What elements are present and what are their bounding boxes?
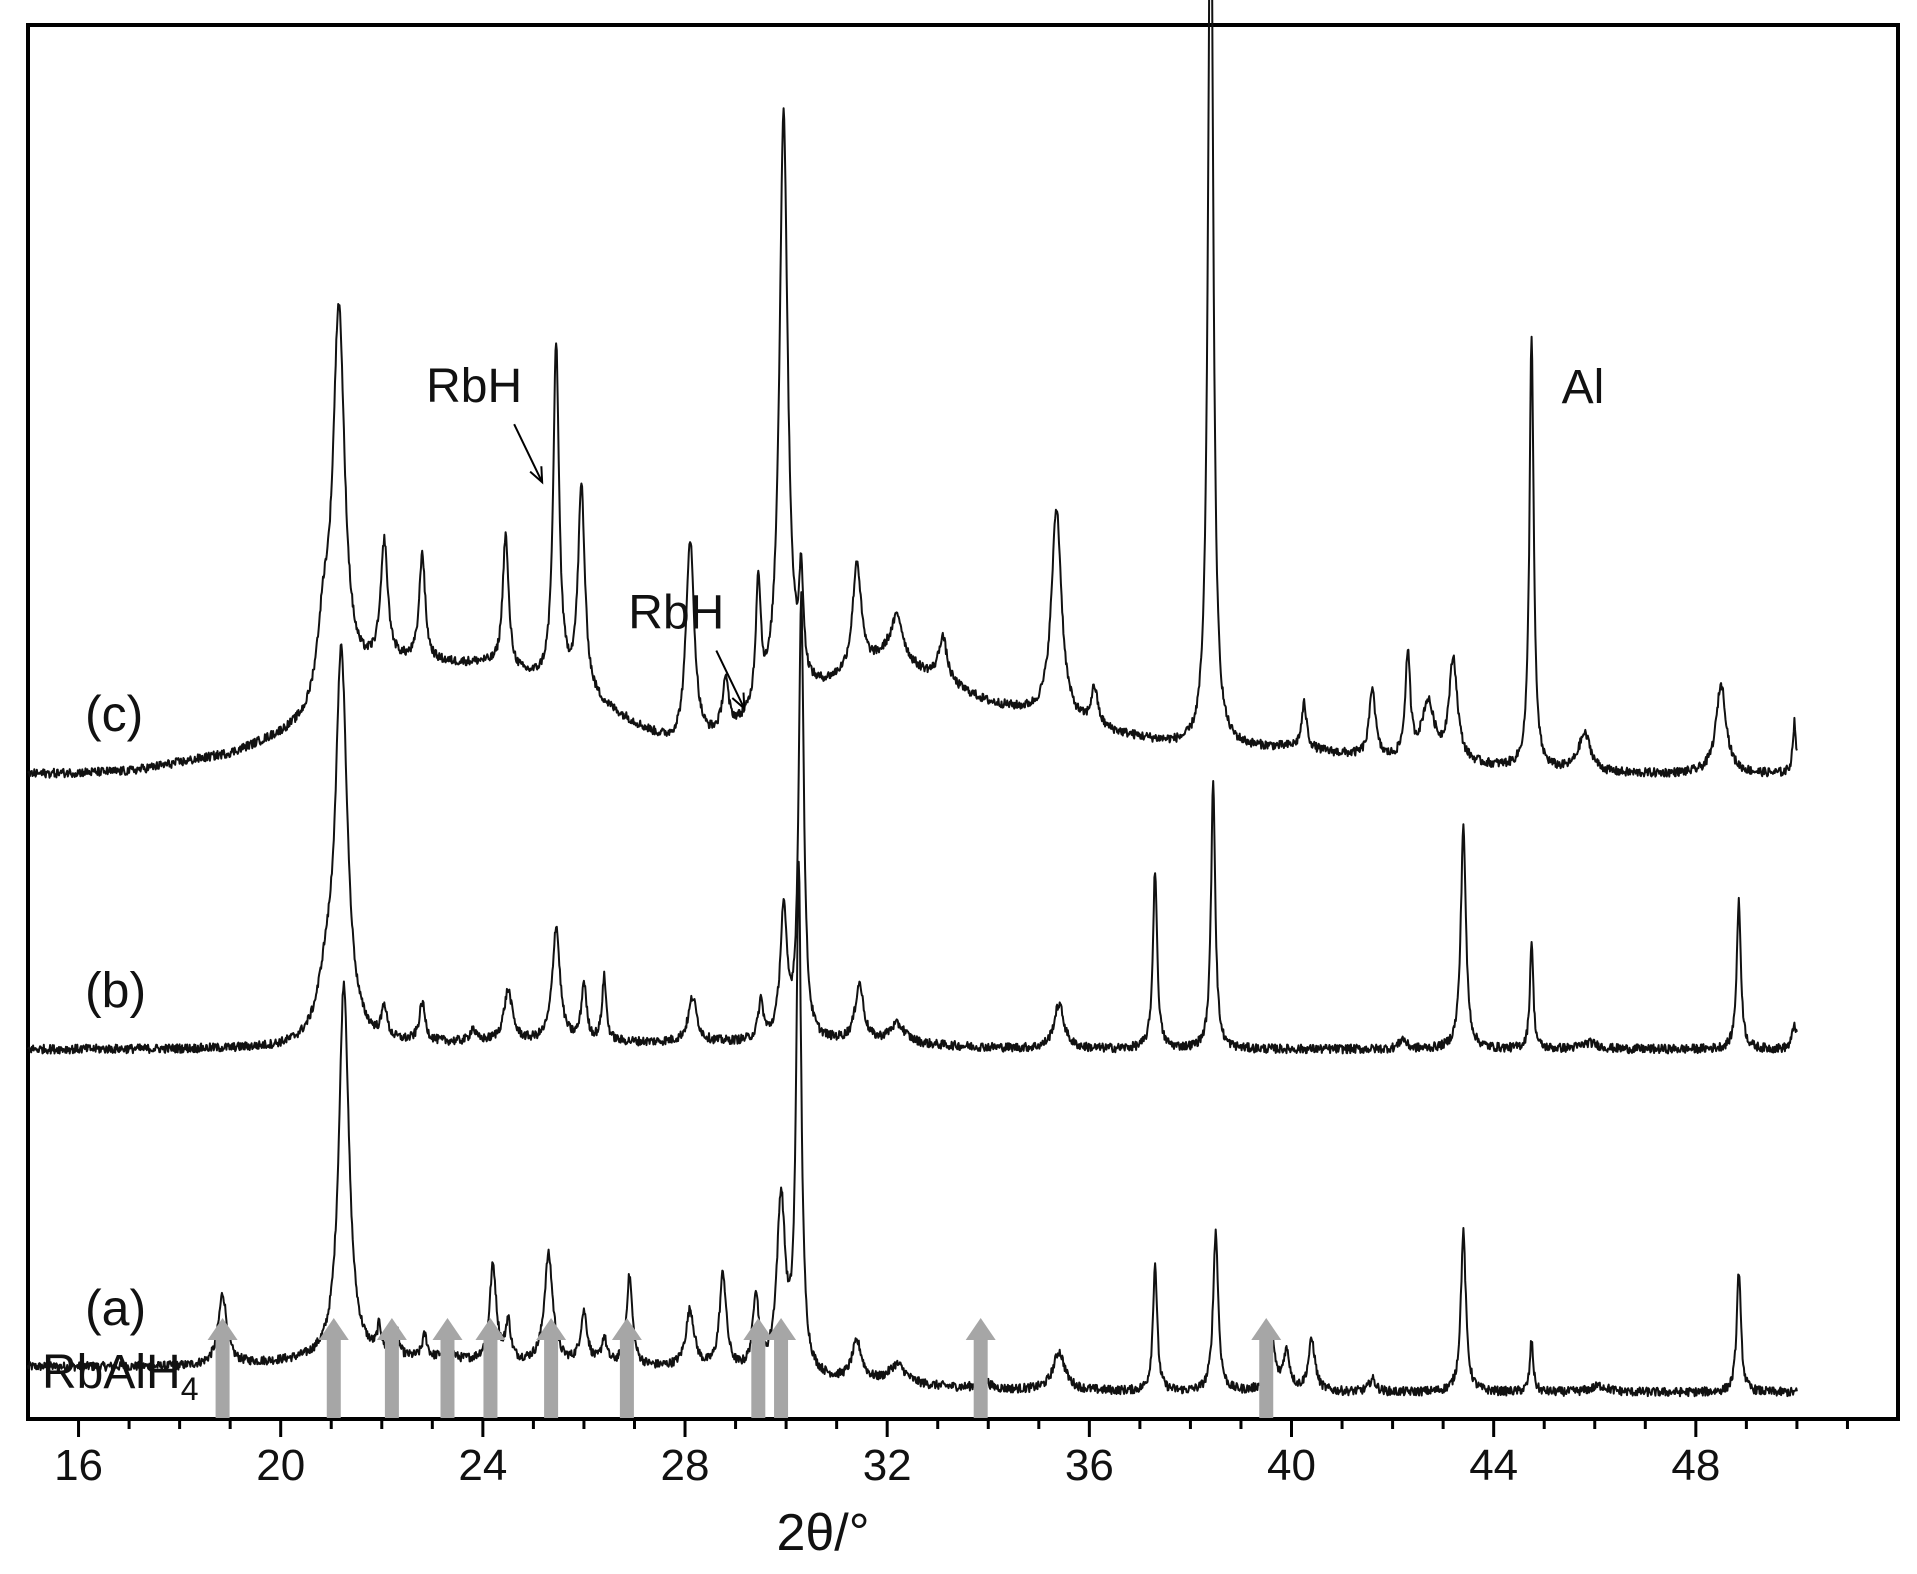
annotation-al: Al [1562,361,1605,414]
peak-annotations: AlAlRbHRbH [426,360,1605,711]
trace-b [27,591,1798,1055]
x-tick-label: 28 [661,1441,710,1490]
x-tick-label: 44 [1469,1441,1518,1490]
annotation-rbh: RbH [628,587,724,640]
diffraction-traces [27,0,1798,1398]
trace-c [27,0,1798,779]
reference-phase-markers [207,1318,1282,1418]
reference-phase-label-main: RbAlH [42,1346,181,1399]
x-axis-ticks [77,1419,1849,1437]
reference-arrow [1251,1318,1282,1418]
reference-arrow [965,1318,996,1418]
reference-arrow [743,1318,774,1418]
reference-arrow [475,1318,506,1418]
reference-arrow [432,1318,463,1418]
annotation-arrow-head [529,466,544,485]
reference-arrow [318,1318,349,1418]
reference-phase-label-sub: 4 [181,1371,199,1407]
reference-arrow [766,1318,797,1418]
annotation-arrow [513,423,544,483]
annotation-rbh: RbH [426,360,522,413]
plot-frame [26,23,1900,1421]
x-tick-label: 48 [1671,1441,1720,1490]
reference-arrow [611,1318,642,1418]
x-axis-tick-labels: 16 20 24 28 32 36 40 44 48 [54,1441,1720,1490]
trace-a [27,860,1798,1398]
series-label-a: (a) [85,1280,146,1336]
x-tick-label: 32 [863,1441,912,1490]
x-tick-label: 40 [1267,1441,1316,1490]
x-tick-label: 20 [256,1441,305,1490]
annotation-arrow [715,650,746,709]
x-tick-label: 16 [54,1441,103,1490]
series-label-c: (c) [85,686,143,742]
series-labels: (a) (b) (c) [85,686,146,1336]
reference-arrow [536,1318,567,1418]
reference-phase-label: RbAlH4 [42,1346,199,1407]
reference-arrow [376,1318,407,1418]
x-axis-title: 2θ/° [776,1504,869,1562]
x-tick-label: 36 [1065,1441,1114,1490]
series-label-b: (b) [85,962,146,1018]
reference-arrow [207,1318,238,1418]
x-tick-label: 24 [458,1441,507,1490]
annotation-arrow-head [731,692,746,711]
